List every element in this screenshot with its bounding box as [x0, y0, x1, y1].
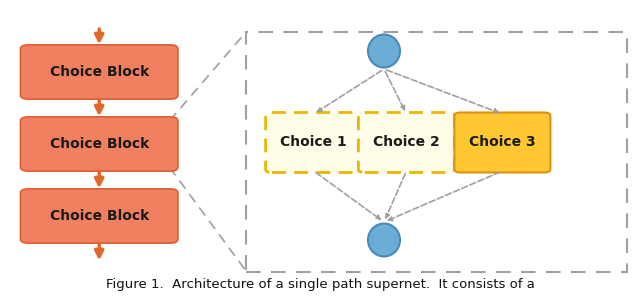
FancyBboxPatch shape [454, 112, 550, 172]
FancyBboxPatch shape [20, 117, 178, 171]
Text: Choice Block: Choice Block [49, 137, 149, 151]
Text: Choice Block: Choice Block [49, 65, 149, 79]
FancyBboxPatch shape [358, 112, 454, 172]
FancyBboxPatch shape [20, 189, 178, 243]
FancyBboxPatch shape [266, 112, 362, 172]
Ellipse shape [368, 34, 400, 68]
Text: Choice Block: Choice Block [49, 209, 149, 223]
Text: Choice 3: Choice 3 [469, 136, 536, 149]
Ellipse shape [368, 224, 400, 256]
Text: Choice 2: Choice 2 [373, 136, 440, 149]
Text: Choice 1: Choice 1 [280, 136, 347, 149]
FancyBboxPatch shape [20, 45, 178, 99]
Text: Figure 1.  Architecture of a single path supernet.  It consists of a: Figure 1. Architecture of a single path … [106, 278, 534, 291]
